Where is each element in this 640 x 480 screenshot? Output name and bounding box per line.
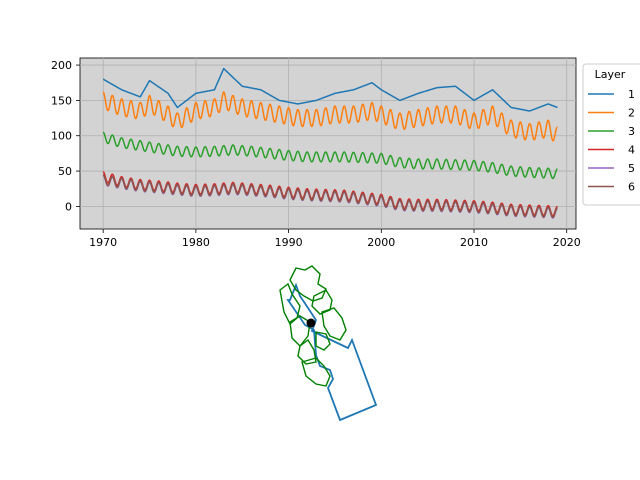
- map-outline-polygon: [286, 282, 378, 422]
- x-tick-label: 1990: [275, 236, 303, 249]
- plot-area: [79, 57, 577, 230]
- watershed-4: [321, 307, 347, 341]
- legend-label-4: 4: [628, 144, 635, 157]
- legend-items: 1 2 3 4 5 6: [588, 88, 635, 194]
- y-tick-label: 50: [58, 165, 72, 178]
- x-tick-label: 1970: [89, 236, 117, 249]
- watershed-5: [289, 315, 311, 348]
- x-tick-label: 2000: [367, 236, 395, 249]
- legend-label-1: 1: [628, 88, 635, 101]
- legend-label-3: 3: [628, 125, 635, 138]
- watershed-6: [297, 338, 317, 365]
- legend-label-5: 5: [628, 162, 635, 175]
- x-tick-label: 1980: [182, 236, 210, 249]
- series-line-layer-2: [102, 91, 558, 142]
- legend-box: [582, 63, 640, 206]
- watershed-7: [301, 357, 331, 387]
- y-tick-label: 0: [65, 200, 72, 213]
- series-line-layer-6: [102, 173, 558, 219]
- series-lines: [102, 67, 558, 219]
- series-line-layer-1: [102, 67, 558, 112]
- map-point-marker: [306, 318, 316, 328]
- y-tick-label: 200: [51, 59, 72, 72]
- series-line-layer-3: [102, 131, 558, 180]
- y-tick-label: 100: [51, 130, 72, 143]
- legend: Layer 1 2 3 4 5 6: [582, 63, 640, 206]
- watershed-2: [279, 282, 301, 326]
- legend-label-6: 6: [628, 181, 635, 194]
- x-tick-label: 2010: [460, 236, 488, 249]
- legend-label-2: 2: [628, 107, 635, 120]
- map-panel: [279, 265, 378, 422]
- legend-title: Layer: [595, 68, 626, 81]
- map-watershed-boundaries: [279, 265, 347, 387]
- timeseries-chart: 1970 1980 1990 2000 2010 2020 0 50 100 150 200 Lay…: [51, 57, 640, 249]
- x-tick-label: 2020: [553, 236, 581, 249]
- y-tick-label: 150: [51, 94, 72, 107]
- watershed-8: [315, 331, 331, 351]
- axis-ticks: 1970 1980 1990 2000 2010 2020 0 50 100 150 200: [51, 59, 581, 249]
- watershed-1: [289, 265, 327, 302]
